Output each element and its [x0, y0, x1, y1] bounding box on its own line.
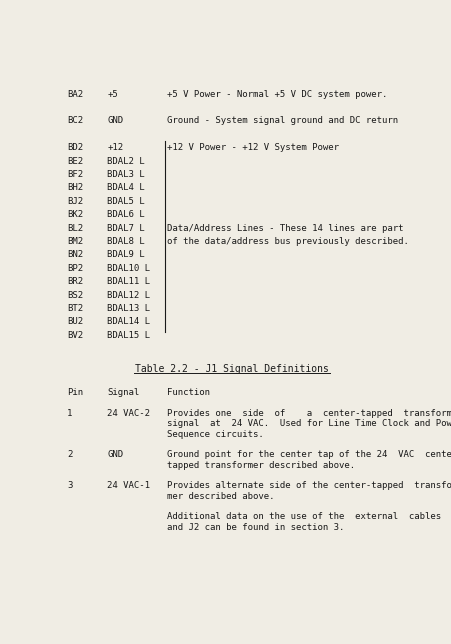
Text: BH2: BH2	[67, 184, 83, 193]
Text: BDAL2 L: BDAL2 L	[107, 156, 145, 166]
Text: BDAL5 L: BDAL5 L	[107, 197, 145, 206]
Text: BP2: BP2	[67, 264, 83, 272]
Text: signal  at  24 VAC.  Used for Line Time Clock and Power: signal at 24 VAC. Used for Line Time Clo…	[166, 419, 451, 428]
Text: Sequence circuits.: Sequence circuits.	[166, 430, 263, 439]
Text: Provides one  side  of    a  center-tapped  transformer: Provides one side of a center-tapped tra…	[166, 408, 451, 417]
Text: BA2: BA2	[67, 90, 83, 99]
Text: BDAL15 L: BDAL15 L	[107, 330, 150, 339]
Text: GND: GND	[107, 117, 123, 126]
Text: and J2 can be found in section 3.: and J2 can be found in section 3.	[166, 522, 344, 531]
Text: of the data/address bus previously described.: of the data/address bus previously descr…	[166, 237, 408, 246]
Text: BDAL9 L: BDAL9 L	[107, 251, 145, 260]
Text: BN2: BN2	[67, 251, 83, 260]
Text: +12: +12	[107, 143, 123, 152]
Text: Data/Address Lines - These 14 lines are part: Data/Address Lines - These 14 lines are …	[166, 223, 402, 232]
Text: Additional data on the use of the  external  cables  J1: Additional data on the use of the extern…	[166, 512, 451, 520]
Text: Pin: Pin	[67, 388, 83, 397]
Text: BR2: BR2	[67, 277, 83, 286]
Text: BE2: BE2	[67, 156, 83, 166]
Text: BJ2: BJ2	[67, 197, 83, 206]
Text: BDAL6 L: BDAL6 L	[107, 210, 145, 219]
Text: +5 V Power - Normal +5 V DC system power.: +5 V Power - Normal +5 V DC system power…	[166, 90, 387, 99]
Text: tapped transformer described above.: tapped transformer described above.	[166, 461, 354, 470]
Text: BS2: BS2	[67, 290, 83, 299]
Text: BM2: BM2	[67, 237, 83, 246]
Text: BT2: BT2	[67, 304, 83, 313]
Text: BDAL13 L: BDAL13 L	[107, 304, 150, 313]
Text: BDAL12 L: BDAL12 L	[107, 290, 150, 299]
Text: BF2: BF2	[67, 170, 83, 179]
Text: BC2: BC2	[67, 117, 83, 126]
Text: BDAL7 L: BDAL7 L	[107, 223, 145, 232]
Text: Ground - System signal ground and DC return: Ground - System signal ground and DC ret…	[166, 117, 397, 126]
Text: Ground point for the center tap of the 24  VAC  center-: Ground point for the center tap of the 2…	[166, 450, 451, 459]
Text: BK2: BK2	[67, 210, 83, 219]
Text: BDAL11 L: BDAL11 L	[107, 277, 150, 286]
Text: 24 VAC-2: 24 VAC-2	[107, 408, 150, 417]
Text: BDAL10 L: BDAL10 L	[107, 264, 150, 272]
Text: BU2: BU2	[67, 317, 83, 327]
Text: BDAL3 L: BDAL3 L	[107, 170, 145, 179]
Text: BL2: BL2	[67, 223, 83, 232]
Text: BV2: BV2	[67, 330, 83, 339]
Text: BDAL8 L: BDAL8 L	[107, 237, 145, 246]
Text: +12 V Power - +12 V System Power: +12 V Power - +12 V System Power	[166, 143, 338, 152]
Text: mer described above.: mer described above.	[166, 492, 274, 501]
Text: 1: 1	[67, 408, 72, 417]
Text: Provides alternate side of the center-tapped  transfor-: Provides alternate side of the center-ta…	[166, 481, 451, 490]
Text: BDAL14 L: BDAL14 L	[107, 317, 150, 327]
Text: Function: Function	[166, 388, 209, 397]
Text: 24 VAC-1: 24 VAC-1	[107, 481, 150, 490]
Text: BDAL4 L: BDAL4 L	[107, 184, 145, 193]
Text: +5: +5	[107, 90, 118, 99]
Text: 2: 2	[67, 450, 72, 459]
Text: Signal: Signal	[107, 388, 139, 397]
Text: 3: 3	[67, 481, 72, 490]
Text: Table 2.2 - J1 Signal Definitions: Table 2.2 - J1 Signal Definitions	[134, 364, 328, 374]
Text: GND: GND	[107, 450, 123, 459]
Text: BD2: BD2	[67, 143, 83, 152]
